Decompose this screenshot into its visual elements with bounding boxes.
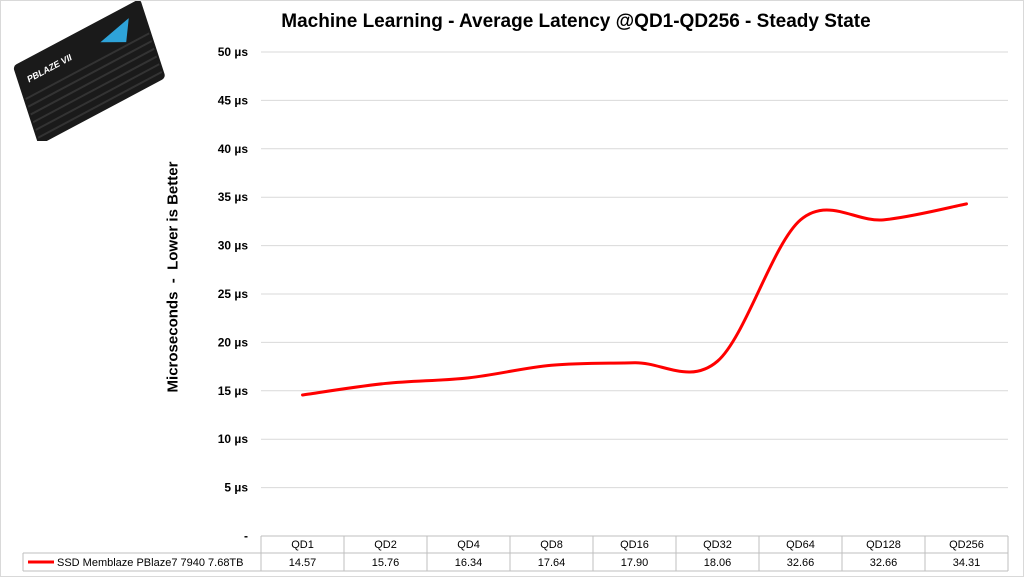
legend-label: SSD Memblaze PBlaze7 7940 7.68TB (57, 557, 244, 569)
x-tick-label: QD1 (291, 539, 314, 551)
data-label: 17.64 (538, 557, 566, 569)
data-label: 16.34 (455, 557, 483, 569)
y-tick-label: - (244, 529, 248, 543)
data-label: 34.31 (953, 557, 981, 569)
data-label: 15.76 (372, 557, 400, 569)
y-tick-label: 35 µs (218, 190, 249, 204)
y-tick-label: 10 µs (218, 432, 249, 446)
data-label: 17.90 (621, 557, 649, 569)
x-tick-label: QD8 (540, 539, 563, 551)
x-tick-label: QD256 (949, 539, 984, 551)
x-tick-label: QD64 (786, 539, 815, 551)
x-tick-label: QD16 (620, 539, 649, 551)
data-label: 32.66 (787, 557, 815, 569)
y-tick-label: 40 µs (218, 142, 249, 156)
y-tick-label: 20 µs (218, 335, 249, 349)
y-tick-label: 5 µs (224, 481, 248, 495)
x-tick-label: QD2 (374, 539, 397, 551)
ssd-product-image: PBLAZE VII (13, 1, 165, 141)
data-label: 14.57 (289, 557, 317, 569)
y-tick-label: 25 µs (218, 287, 249, 301)
y-tick-label: 30 µs (218, 239, 249, 253)
x-tick-label: QD4 (457, 539, 480, 551)
y-tick-label: 45 µs (218, 93, 249, 107)
y-tick-label: 15 µs (218, 384, 249, 398)
x-tick-label: QD128 (866, 539, 901, 551)
series-line (301, 202, 968, 397)
chart-title: Machine Learning - Average Latency @QD1-… (281, 11, 871, 32)
data-label: 18.06 (704, 557, 732, 569)
x-tick-label: QD32 (703, 539, 732, 551)
y-tick-label: 50 µs (218, 45, 249, 59)
data-label: 32.66 (870, 557, 898, 569)
